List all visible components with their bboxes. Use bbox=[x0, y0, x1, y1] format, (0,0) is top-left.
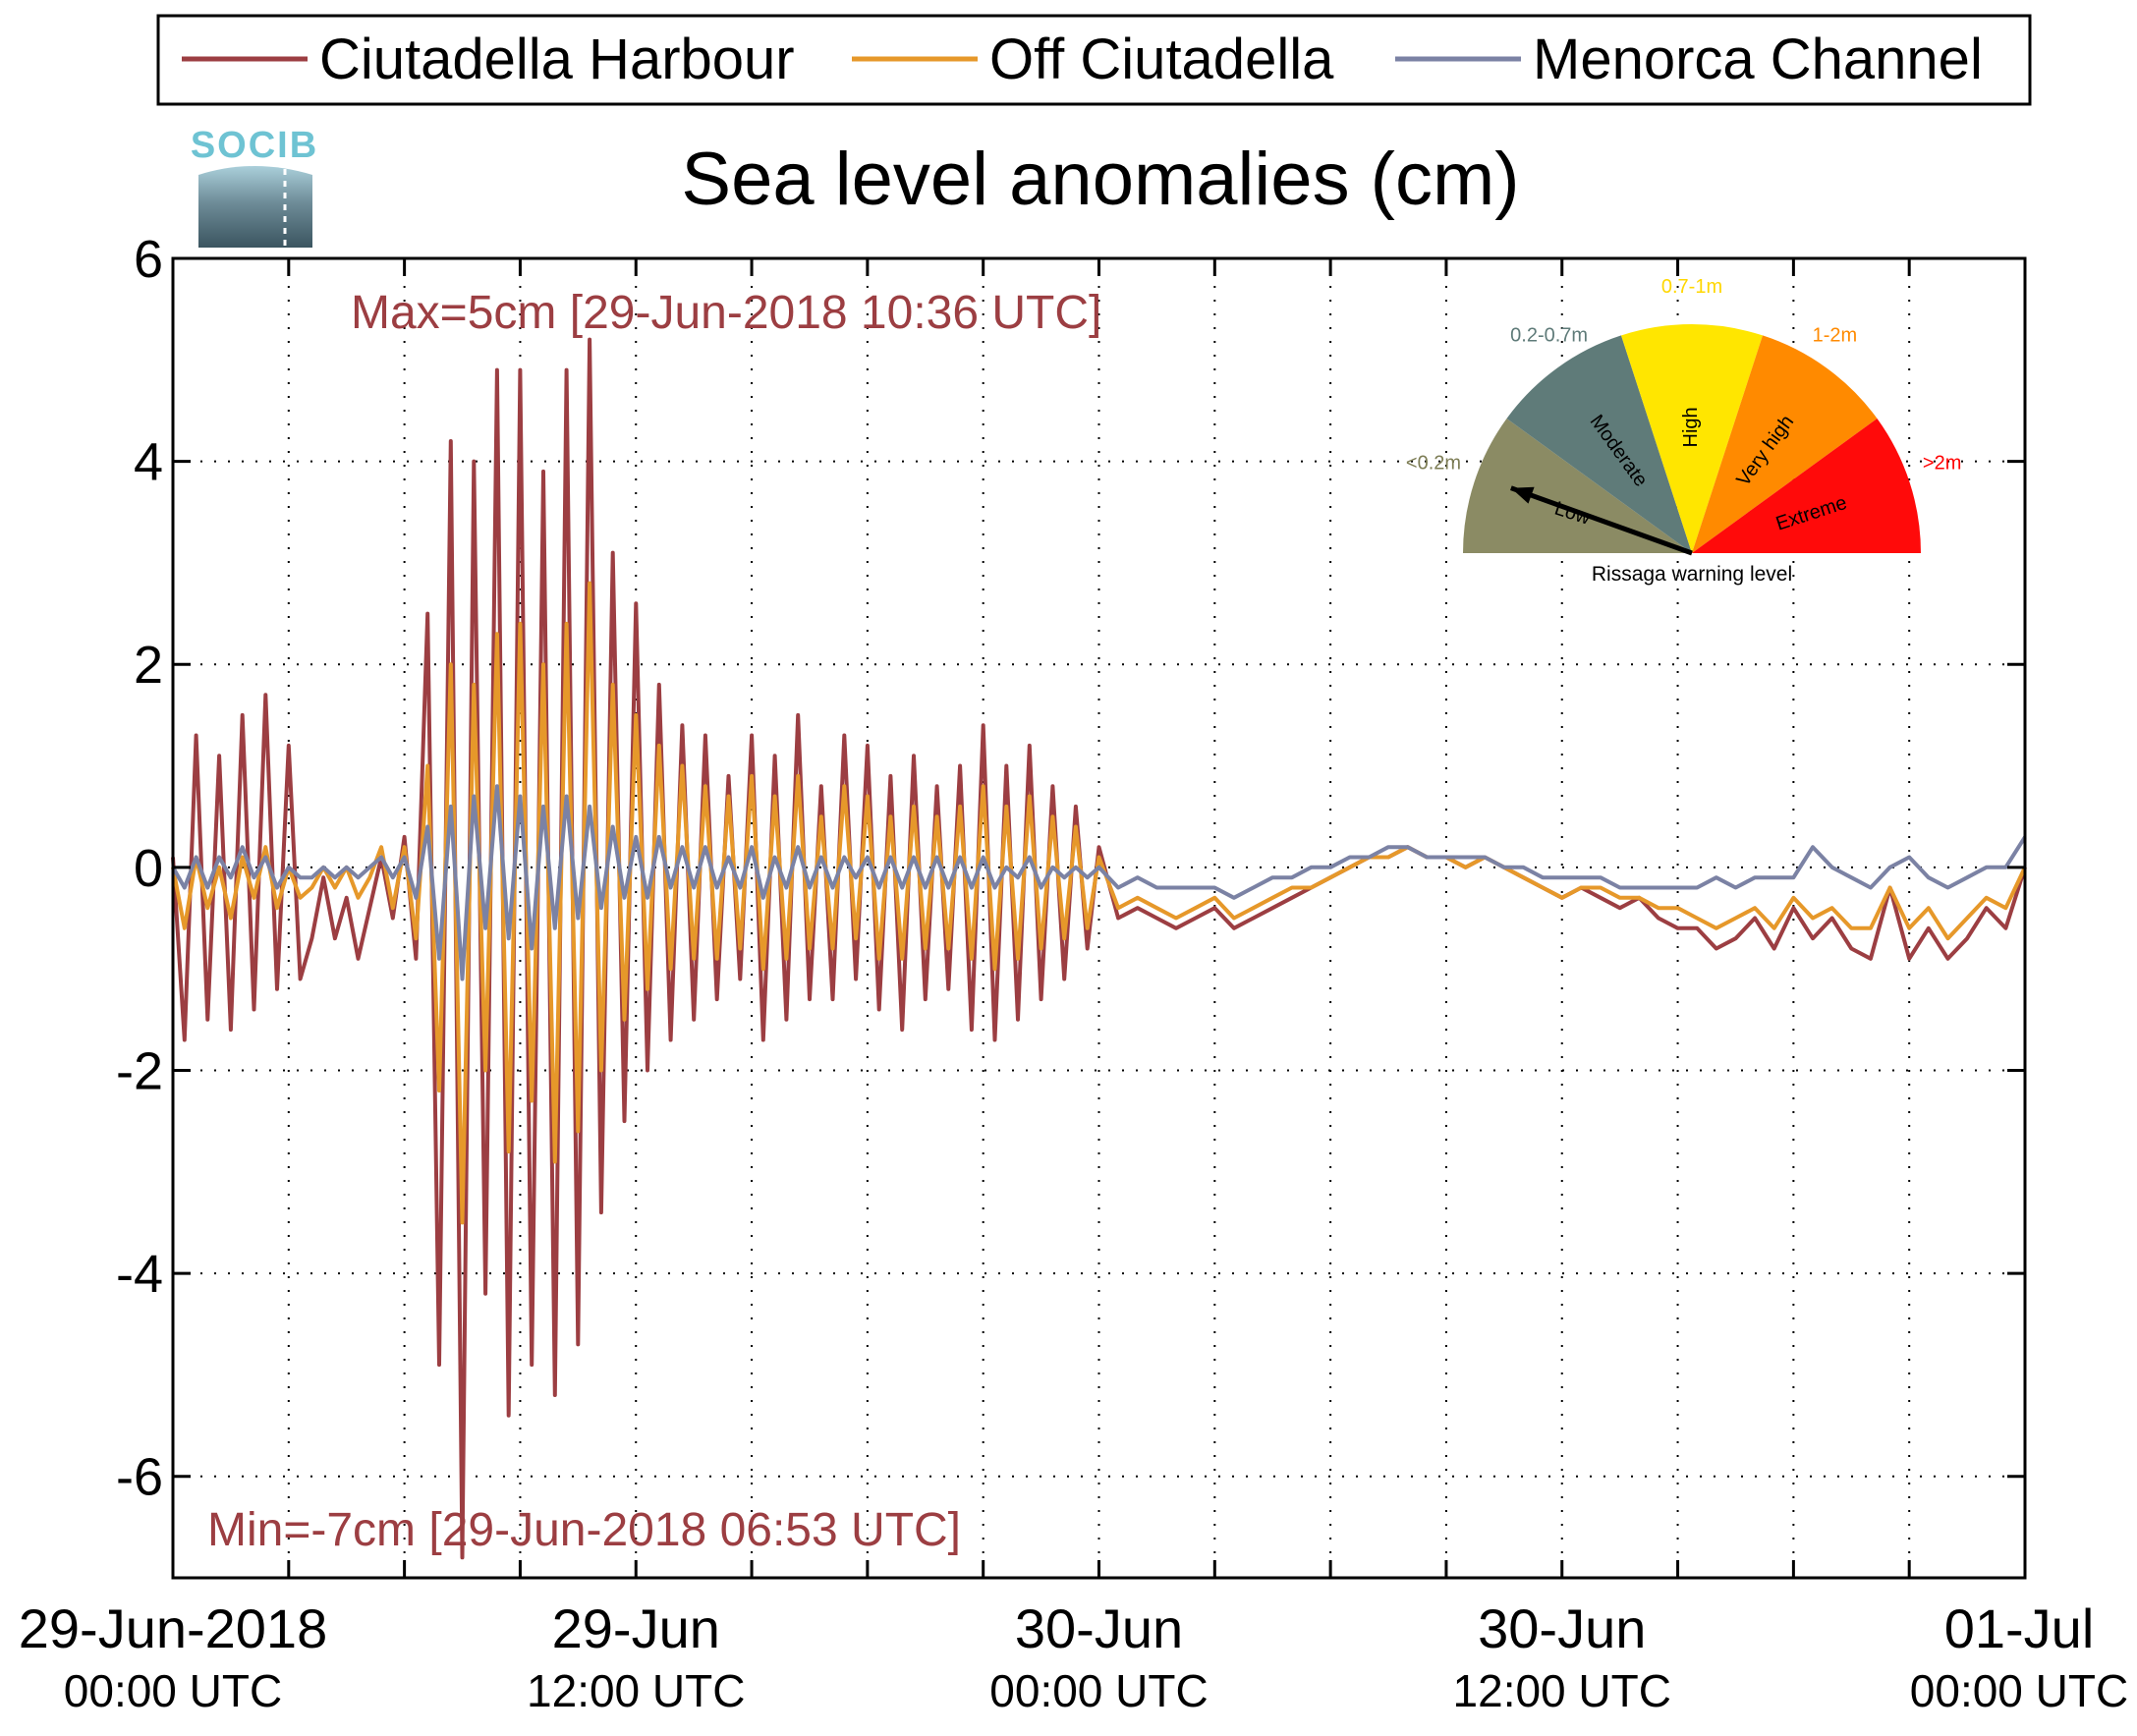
x-tick-label: 30-Jun bbox=[1478, 1597, 1646, 1659]
gauge-range-label: 0.2-0.7m bbox=[1510, 324, 1588, 346]
gauge-range-label: 1-2m bbox=[1813, 324, 1858, 346]
gauge-caption: Rissaga warning level bbox=[1592, 563, 1792, 586]
y-tick-label: 4 bbox=[134, 433, 163, 492]
x-tick-label: 29-Jun bbox=[552, 1597, 720, 1659]
x-tick-label: 29-Jun-2018 bbox=[19, 1597, 327, 1659]
x-tick-sublabel: 12:00 UTC bbox=[527, 1665, 745, 1716]
y-tick-label: 0 bbox=[134, 839, 163, 898]
series-line-ciutadella-harbour bbox=[171, 337, 2027, 1560]
logo-wave bbox=[198, 166, 312, 248]
y-tick-label: 6 bbox=[134, 230, 163, 289]
y-axis: -6 -4 -2 0 2 4 6 bbox=[116, 230, 163, 1507]
logo-text: SOCIB bbox=[191, 125, 318, 166]
legend-label: Off Ciutadella bbox=[989, 28, 1334, 91]
y-tick-label: 2 bbox=[134, 636, 163, 695]
y-tick-label: -6 bbox=[116, 1448, 163, 1507]
legend-item-menorca-channel: Menorca Channel bbox=[1395, 28, 1983, 91]
legend-item-off-ciutadella: Off Ciutadella bbox=[852, 28, 1334, 91]
legend-item-ciutadella-harbour: Ciutadella Harbour bbox=[182, 28, 795, 91]
x-tick-sublabel: 00:00 UTC bbox=[1910, 1665, 2128, 1716]
gauge-range-label: <0.2m bbox=[1406, 452, 1461, 474]
gauge-segment-low bbox=[1463, 419, 1692, 553]
x-tick-label: 30-Jun bbox=[1015, 1597, 1183, 1659]
axis-ticks bbox=[171, 256, 2027, 1578]
x-tick-sublabel: 12:00 UTC bbox=[1453, 1665, 1671, 1716]
legend-label: Ciutadella Harbour bbox=[319, 28, 795, 91]
chart-title: Sea level anomalies (cm) bbox=[681, 138, 1519, 221]
y-tick-label: -4 bbox=[116, 1245, 163, 1304]
y-tick-label: -2 bbox=[116, 1041, 163, 1100]
series-line-menorca-channel bbox=[171, 784, 2027, 981]
series-layer bbox=[171, 337, 2027, 1560]
gauge-segment-very-high bbox=[1692, 335, 1878, 553]
legend-box bbox=[156, 14, 2032, 106]
gauge-segment-extreme bbox=[1692, 419, 1921, 553]
min-annotation: Min=-7cm [29-Jun-2018 06:53 UTC] bbox=[207, 1504, 961, 1556]
gauge-needle-head bbox=[1510, 486, 1535, 504]
gauge-range-label: >2m bbox=[1923, 452, 1961, 474]
gauge-segment-moderate bbox=[1506, 335, 1692, 553]
x-tick-sublabel: 00:00 UTC bbox=[989, 1665, 1208, 1716]
legend: Ciutadella Harbour Off Ciutadella Menorc… bbox=[156, 14, 2032, 106]
gauge-range-label: 0.7-1m bbox=[1661, 276, 1722, 298]
gauge-segment-high bbox=[1621, 323, 1763, 553]
max-annotation: Max=5cm [29-Jun-2018 10:36 UTC] bbox=[351, 287, 1101, 339]
legend-label: Menorca Channel bbox=[1533, 28, 1983, 91]
x-axis: 29-Jun-2018 00:00 UTC 29-Jun 12:00 UTC 30-Ju… bbox=[19, 1597, 2128, 1716]
gauge-segment-label: High bbox=[1680, 407, 1702, 447]
socib-logo: SOCIB bbox=[191, 125, 318, 248]
gauge-needle bbox=[1510, 485, 1693, 556]
x-tick-label: 01-Jul bbox=[1944, 1597, 2095, 1659]
x-tick-sublabel: 00:00 UTC bbox=[64, 1665, 282, 1716]
